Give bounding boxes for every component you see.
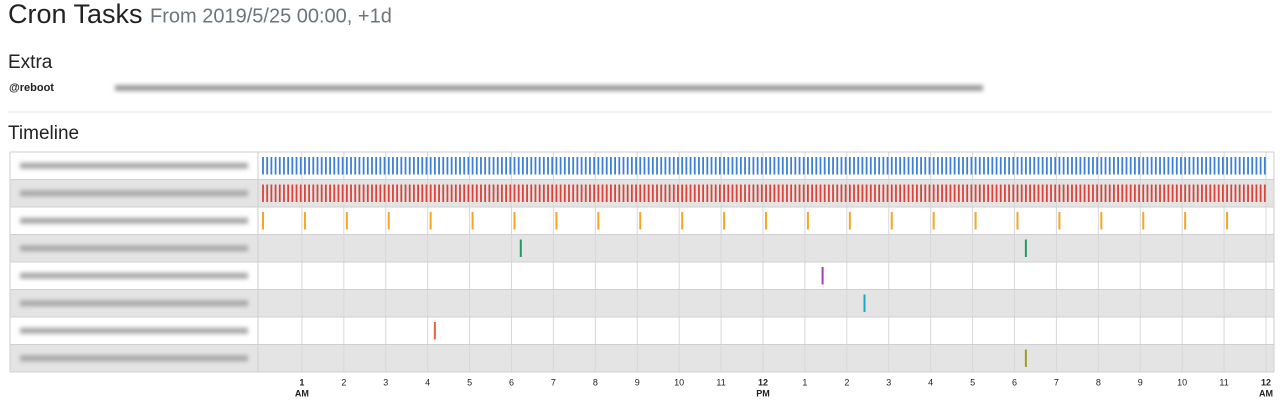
page-title: Cron Tasks (8, 0, 143, 29)
schedule: @reboot (9, 82, 54, 94)
x-tick-period: AM (295, 388, 309, 398)
x-tick-label: 7 (1054, 377, 1059, 387)
x-tick-label: 9 (1138, 377, 1143, 387)
x-tick-label: 3 (383, 377, 388, 387)
blurred-row-label (20, 272, 248, 279)
x-tick-label: 5 (467, 377, 472, 387)
blurred-command (115, 85, 983, 91)
x-tick-label: 12 (758, 377, 768, 387)
blurred-row-label (20, 300, 248, 307)
blurred-row-label (20, 162, 248, 169)
x-tick-label: 1 (802, 377, 807, 387)
x-tick-label: 2 (341, 377, 346, 387)
x-tick-label: 2 (844, 377, 849, 387)
x-tick-label: 1 (299, 377, 304, 387)
x-tick-label: 4 (928, 377, 933, 387)
x-tick-label: 10 (674, 377, 684, 387)
section-title: Timeline (8, 123, 79, 144)
x-tick-label: 12 (1261, 377, 1271, 387)
x-tick-period: AM (1259, 388, 1273, 398)
x-tick-label: 8 (593, 377, 598, 387)
page-subtitle: From 2019/5/25 00:00, +1d (150, 5, 392, 27)
blurred-row-label (20, 245, 248, 252)
x-tick-label: 6 (1012, 377, 1017, 387)
section-title: Extra (8, 52, 53, 73)
x-tick-label: 11 (716, 377, 725, 387)
x-tick-label: 9 (635, 377, 640, 387)
blurred-row-label (20, 217, 248, 224)
x-tick-label: 3 (886, 377, 891, 387)
x-tick-label: 8 (1096, 377, 1101, 387)
x-tick-label: 5 (970, 377, 975, 387)
x-tick-period: PM (756, 388, 770, 398)
x-tick-label: 10 (1177, 377, 1187, 387)
x-tick-label: 6 (509, 377, 514, 387)
blurred-row-label (20, 355, 248, 362)
x-tick-label: 11 (1219, 377, 1228, 387)
x-tick-label: 4 (425, 377, 430, 387)
blurred-row-label (20, 190, 248, 197)
x-tick-label: 7 (551, 377, 556, 387)
blurred-row-label (20, 327, 248, 334)
